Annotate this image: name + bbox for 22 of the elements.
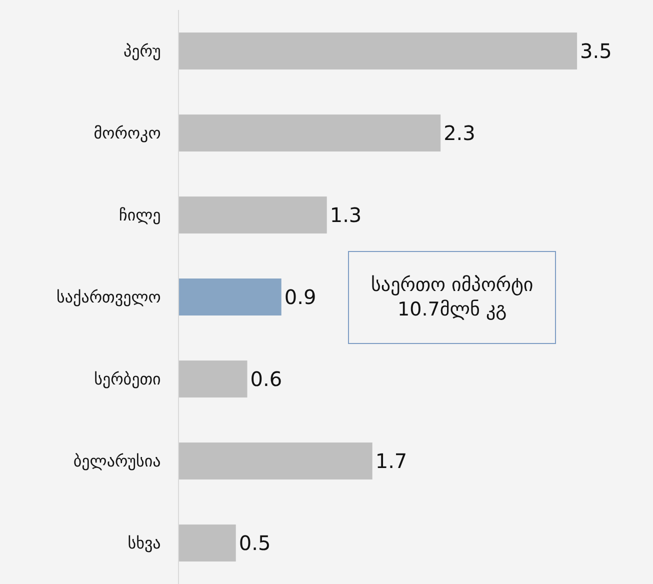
- data-label: 2.3: [444, 121, 476, 145]
- bar: [179, 360, 248, 398]
- y-tick-label: პერუ: [123, 42, 161, 61]
- data-label: 3.5: [580, 39, 612, 63]
- y-tick-label: ჩილე: [119, 206, 161, 225]
- bar: [179, 32, 578, 70]
- y-tick-label: ბელარუსია: [73, 452, 161, 471]
- data-label: 0.9: [284, 285, 316, 309]
- data-label: 1.3: [330, 203, 362, 227]
- bar: [179, 278, 282, 316]
- y-tick-label: მოროკო: [94, 124, 161, 143]
- y-tick-label: სხვა: [128, 534, 161, 553]
- bar: [179, 442, 372, 480]
- bar: [179, 114, 441, 152]
- data-label: 0.5: [238, 531, 271, 555]
- data-label: 0.6: [250, 367, 282, 391]
- bar: [179, 524, 236, 562]
- y-tick-label: სერბეთი: [94, 370, 161, 389]
- bar: [179, 196, 327, 234]
- data-label: 1.7: [375, 449, 408, 473]
- annotation: საერთო იმპორტი 10.7მლნ კგ: [371, 274, 534, 321]
- y-tick-label: საქართველო: [56, 288, 161, 307]
